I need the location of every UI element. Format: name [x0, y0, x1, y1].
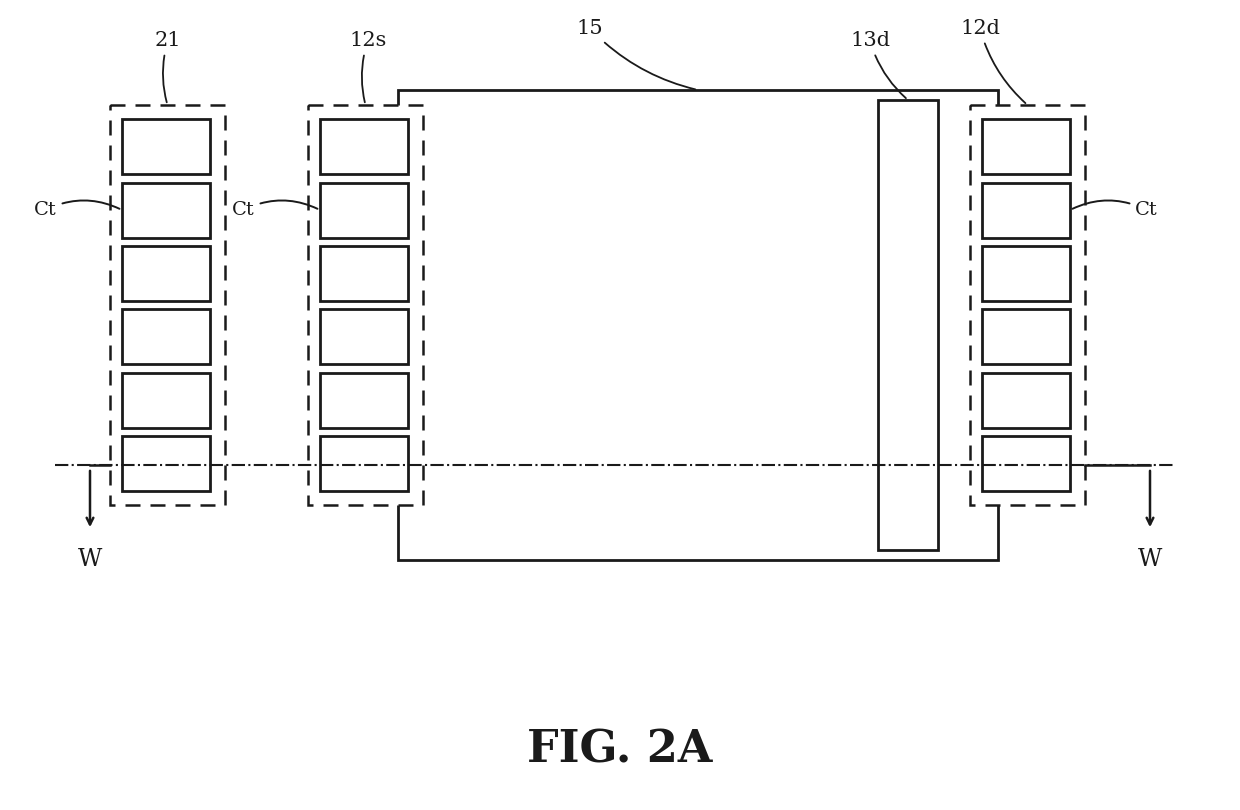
Bar	[982, 119, 1070, 174]
Bar	[320, 309, 408, 364]
Bar	[122, 182, 210, 237]
Bar	[320, 245, 408, 301]
Text: 15: 15	[577, 19, 696, 89]
Bar	[982, 245, 1070, 301]
Bar	[122, 373, 210, 428]
Bar	[122, 309, 210, 364]
Text: 21: 21	[155, 31, 181, 102]
Bar	[110, 105, 224, 505]
Bar	[122, 245, 210, 301]
Text: Ct: Ct	[1073, 200, 1158, 219]
Bar	[308, 105, 423, 505]
Bar	[982, 436, 1070, 491]
Bar	[320, 436, 408, 491]
Text: Ct: Ct	[232, 200, 317, 219]
Bar	[878, 100, 937, 550]
Bar	[320, 119, 408, 174]
Text: W: W	[1138, 548, 1162, 571]
Bar	[970, 105, 1085, 505]
Text: W: W	[78, 548, 102, 571]
Bar	[320, 182, 408, 237]
Text: 13d: 13d	[849, 31, 906, 98]
Bar	[982, 373, 1070, 428]
Bar	[398, 90, 998, 560]
Bar	[320, 373, 408, 428]
Bar	[982, 182, 1070, 237]
Bar	[982, 309, 1070, 364]
Text: 12d: 12d	[960, 19, 1025, 103]
Bar	[122, 436, 210, 491]
Text: Ct: Ct	[35, 200, 119, 219]
Text: FIG. 2A: FIG. 2A	[527, 728, 713, 771]
Bar	[122, 119, 210, 174]
Text: 12s: 12s	[350, 31, 387, 102]
